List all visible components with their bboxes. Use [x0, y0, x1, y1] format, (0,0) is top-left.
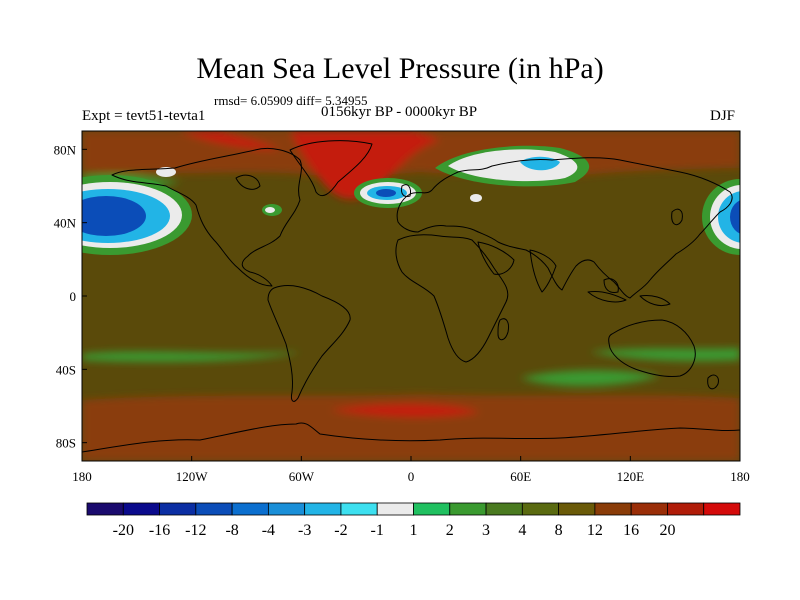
lon-tick-label: 60E: [510, 469, 531, 484]
colorbar-swatch: [122, 502, 160, 516]
colorbar-swatch: [340, 502, 378, 516]
north-pacific-low-east: [702, 179, 740, 255]
small-low-patch: [156, 167, 176, 177]
barents-low: [435, 145, 590, 187]
colorbar-swatch: [195, 502, 233, 516]
coast-borneo: [603, 278, 619, 293]
coastlines: [82, 140, 740, 453]
coast-british-isles: [401, 184, 411, 197]
colorbar-label: -16: [149, 522, 170, 539]
subtropical-south-weak: [590, 348, 740, 362]
coast-australia: [608, 319, 696, 377]
north-pacific-low-west: [82, 175, 192, 255]
lon-tick-label: 0: [408, 469, 415, 484]
experiment-label: Expt = tevt51-tevta1: [82, 108, 206, 124]
colorbar-label: 8: [555, 522, 563, 539]
lat-tick-label: 80N: [54, 142, 77, 157]
colorbar-swatch: [376, 502, 414, 516]
southern-ocean-high: [330, 404, 480, 418]
colorbar-label: -3: [298, 522, 311, 539]
coast-antarctica: [82, 422, 740, 453]
colorbar-label: 16: [623, 522, 639, 539]
coast-africa: [395, 234, 509, 363]
colorbar-label: -1: [371, 522, 384, 539]
colorbar-label: 2: [446, 522, 454, 539]
small-low-patch: [265, 207, 275, 213]
colorbar-swatch: [413, 502, 451, 516]
coast-hudson-bay: [235, 174, 261, 190]
colorbar-swatch: [159, 502, 197, 516]
lat-tick-label: 40S: [56, 362, 76, 377]
colorbar-swatch: [703, 502, 741, 516]
lat-tick-label: 40N: [54, 216, 77, 231]
coast-greenland: [289, 140, 373, 197]
coast-madagascar: [497, 318, 509, 341]
coast-india: [529, 249, 557, 293]
colorbar-swatch: [521, 502, 560, 516]
colorbar: -20 -16 -12 -8 -4 -3 -2 -1 1 2 3 4 8 12 16 20: [86, 502, 741, 539]
subtropical-south-weak: [520, 370, 660, 387]
colorbar-swatch: [558, 502, 596, 516]
colorbar-label: -2: [334, 522, 347, 539]
colorbar-swatch: [304, 502, 342, 516]
lon-tick-label: 120E: [617, 469, 645, 484]
colorbar-swatch: [86, 502, 124, 516]
colorbar-label: 12: [587, 522, 603, 539]
colorbar-swatch: [449, 502, 487, 516]
colorbar-label: -12: [185, 522, 206, 539]
map-title: Mean Sea Level Pressure (in hPa): [196, 52, 604, 85]
colorbar-swatch: [267, 502, 306, 516]
lon-tick-label: 120W: [176, 469, 209, 484]
coast-new-zealand: [707, 374, 719, 390]
colorbar-label: 4: [518, 522, 526, 539]
colorbar-label: 20: [659, 522, 675, 539]
coast-indonesia: [587, 291, 627, 303]
lon-tick-label: 180: [72, 469, 92, 484]
lat-tick-label: 80S: [56, 436, 76, 451]
colorbar-swatch: [630, 502, 668, 516]
coast-japan: [671, 208, 683, 226]
colorbar-swatch: [231, 502, 269, 516]
southern-ocean-high: [82, 394, 740, 461]
subtropical-south-weak: [82, 351, 300, 362]
coast-north-america: [111, 147, 302, 287]
small-low-patch: [470, 194, 482, 202]
colorbar-label: -20: [113, 522, 134, 539]
coast-new-guinea: [639, 295, 671, 307]
rmsd-diff-stats: rmsd= 6.05909 diff= 5.34955: [214, 93, 368, 108]
colorbar-swatch: [667, 502, 705, 516]
colorbar-label: 1: [410, 522, 418, 539]
lon-tick-label: 180: [730, 469, 750, 484]
coast-south-america: [267, 285, 351, 402]
lat-tick-label: 0: [70, 289, 77, 304]
axis-ticks: 180 120W 60W 0 60E 120E 180 80N 40N 0 40S 80S: [54, 142, 750, 484]
season-label: DJF: [710, 108, 736, 124]
greenland-high: [290, 131, 440, 200]
period-label: 0156kyr BP - 0000kyr BP: [321, 104, 478, 120]
colorbar-label: -8: [225, 522, 238, 539]
coast-arabia: [477, 241, 515, 275]
greenland-high: [180, 131, 280, 150]
colorbar-swatch: [594, 502, 632, 516]
colorbar-label: -4: [262, 522, 275, 539]
coast-eurasia: [396, 157, 733, 299]
pressure-field: [82, 131, 740, 461]
colorbar-swatch: [485, 502, 523, 516]
colorbar-label: 3: [482, 522, 490, 539]
lon-tick-label: 60W: [289, 469, 315, 484]
